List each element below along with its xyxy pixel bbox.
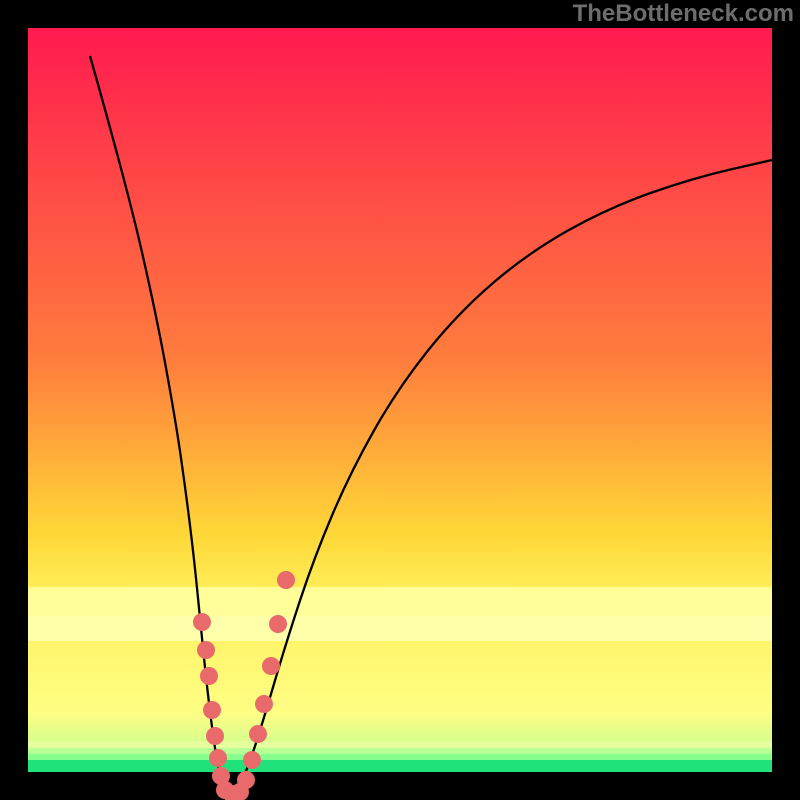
trough-marker	[209, 749, 227, 767]
trough-marker	[206, 727, 224, 745]
curve-layer	[0, 0, 800, 800]
watermark-text: TheBottleneck.com	[573, 0, 794, 28]
trough-marker	[262, 657, 280, 675]
trough-marker	[203, 701, 221, 719]
trough-marker	[197, 641, 215, 659]
trough-marker	[249, 725, 267, 743]
trough-marker	[243, 751, 261, 769]
trough-marker	[269, 615, 287, 633]
trough-marker	[277, 571, 295, 589]
trough-marker	[237, 771, 255, 789]
curve-right-branch	[229, 160, 772, 794]
trough-marker	[200, 667, 218, 685]
trough-marker	[193, 613, 211, 631]
trough-marker	[255, 695, 273, 713]
chart-frame: TheBottleneck.com	[0, 0, 800, 800]
